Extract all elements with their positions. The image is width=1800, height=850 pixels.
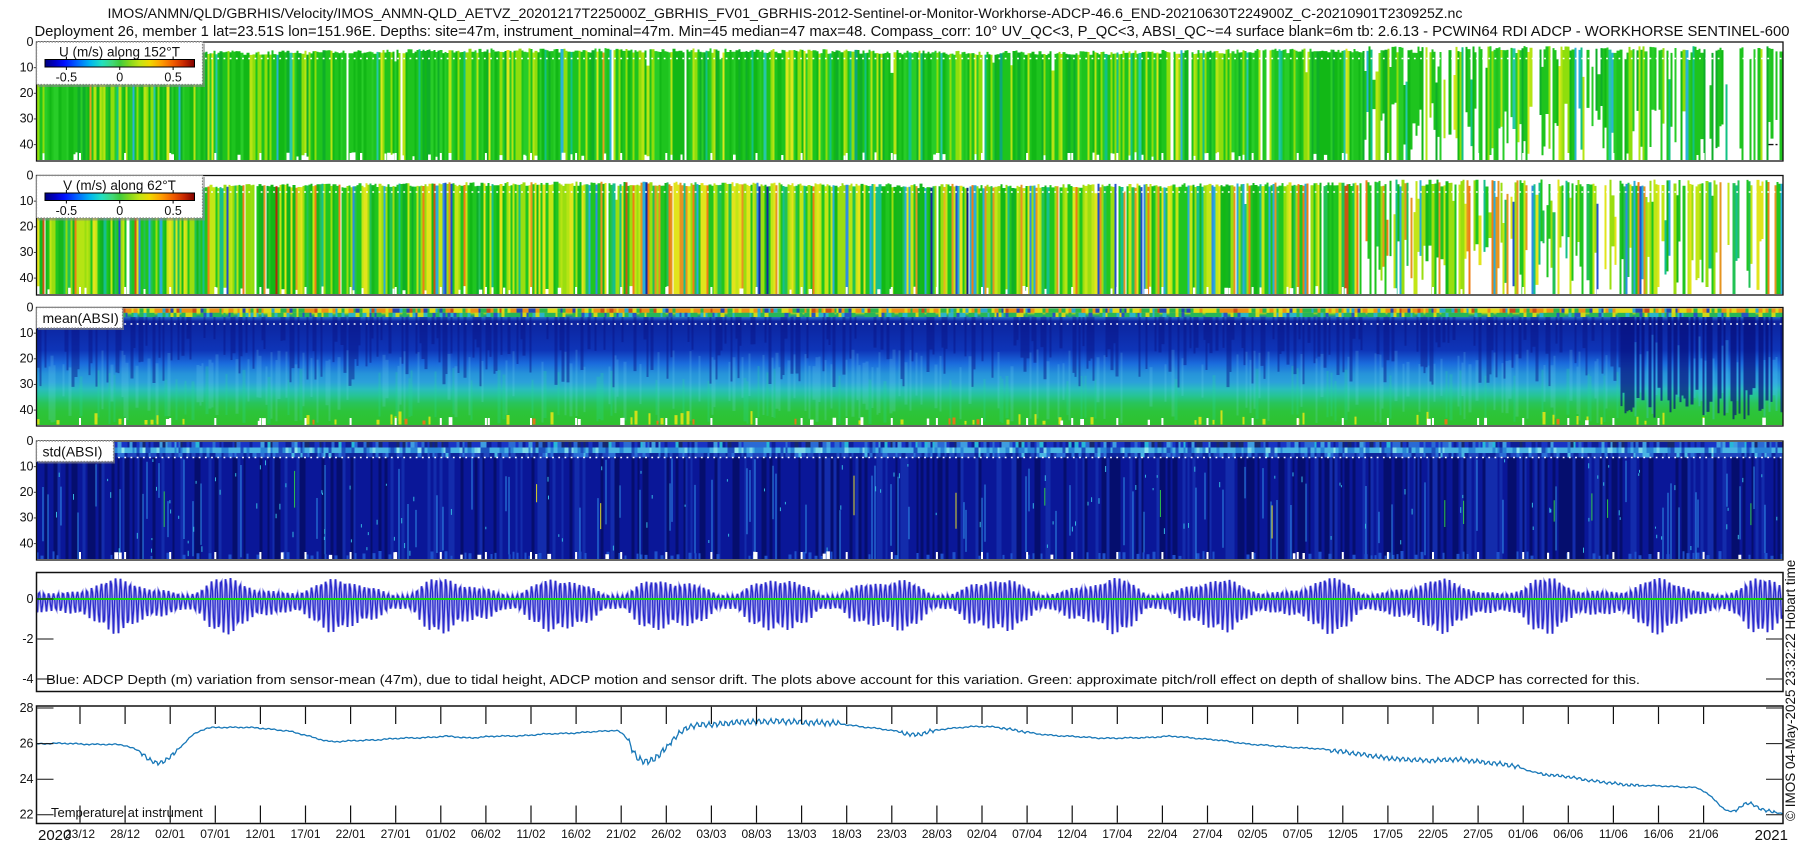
svg-text:21/06: 21/06 [1689,827,1719,841]
svg-text:23/12: 23/12 [65,827,95,841]
svg-text:03/03: 03/03 [696,827,726,841]
svg-text:27/05: 27/05 [1463,827,1493,841]
svg-text:40: 40 [20,536,34,550]
svg-text:18/03: 18/03 [832,827,862,841]
svg-text:2021: 2021 [1755,827,1788,844]
svg-text:12/01: 12/01 [245,827,275,841]
svg-text:01/06: 01/06 [1508,827,1538,841]
svg-text:20: 20 [20,352,34,366]
svg-text:07/04: 07/04 [1012,827,1042,841]
svg-text:02/04: 02/04 [967,827,997,841]
svg-text:-2: -2 [22,632,33,646]
svg-text:40: 40 [20,137,34,151]
svg-text:20: 20 [20,86,34,100]
svg-text:© IMOS 04-May-2025 23:32:22 Ho: © IMOS 04-May-2025 23:32:22 Hobart time [1783,560,1798,821]
svg-text:07/01: 07/01 [200,827,230,841]
svg-text:std(ABSI): std(ABSI) [43,444,103,460]
svg-text:22/01: 22/01 [336,827,366,841]
svg-text:Temperature at instrument: Temperature at instrument [51,805,203,820]
svg-text:07/05: 07/05 [1283,827,1313,841]
svg-text:0: 0 [27,592,34,606]
svg-text:30: 30 [20,112,34,126]
svg-text:21/02: 21/02 [606,827,636,841]
svg-text:02/01: 02/01 [155,827,185,841]
svg-text:30: 30 [20,377,34,391]
svg-text:26/02: 26/02 [651,827,681,841]
svg-text:mean(ABSI): mean(ABSI) [43,310,119,326]
svg-text:11/02: 11/02 [516,827,545,841]
svg-text:V (m/s) along 62°T: V (m/s) along 62°T [63,178,176,193]
svg-text:28: 28 [20,701,34,715]
svg-text:27/01: 27/01 [381,827,411,841]
svg-text:0: 0 [116,204,123,218]
svg-text:20: 20 [20,485,34,499]
svg-text:28/03: 28/03 [922,827,952,841]
svg-text:12/04: 12/04 [1057,827,1087,841]
svg-text:06/06: 06/06 [1553,827,1583,841]
svg-text:17/05: 17/05 [1373,827,1403,841]
svg-text:01/02: 01/02 [426,827,456,841]
svg-text:U (m/s) along 152°T: U (m/s) along 152°T [59,45,180,60]
svg-text:28/12: 28/12 [110,827,140,841]
svg-text:30: 30 [20,245,34,259]
svg-text:23/03: 23/03 [877,827,907,841]
svg-text:17/01: 17/01 [290,827,320,841]
svg-text:0: 0 [27,168,34,182]
svg-text:16/02: 16/02 [561,827,591,841]
svg-text:-4: -4 [22,672,33,686]
svg-text:-0.5: -0.5 [56,204,78,218]
svg-text:27/04: 27/04 [1192,827,1222,841]
svg-text:08/03: 08/03 [741,827,771,841]
svg-text:0: 0 [27,300,34,314]
svg-text:0.5: 0.5 [164,204,181,218]
svg-text:0: 0 [27,434,34,448]
svg-text:IMOS/ANMN/QLD/GBRHIS/Velocity/: IMOS/ANMN/QLD/GBRHIS/Velocity/IMOS_ANMN-… [108,6,1463,21]
svg-text:06/02: 06/02 [471,827,501,841]
svg-text:Blue: ADCP Depth (m) variation: Blue: ADCP Depth (m) variation from sens… [46,672,1640,687]
svg-text:40: 40 [20,271,34,285]
svg-text:40: 40 [20,403,34,417]
svg-text:24: 24 [20,772,34,786]
svg-text:26: 26 [20,736,34,750]
svg-text:0: 0 [116,71,123,85]
svg-text:10: 10 [20,326,34,340]
svg-text:02/05: 02/05 [1238,827,1268,841]
svg-text:13/03: 13/03 [787,827,817,841]
svg-text:22: 22 [20,808,34,822]
svg-text:10: 10 [20,194,34,208]
svg-text:20: 20 [20,220,34,234]
svg-text:10: 10 [20,60,34,74]
svg-text:16/06: 16/06 [1643,827,1673,841]
svg-text:-0.5: -0.5 [56,71,78,85]
svg-text:11/06: 11/06 [1599,827,1628,841]
svg-text:22/04: 22/04 [1147,827,1177,841]
svg-text:17/04: 17/04 [1102,827,1132,841]
svg-text:0: 0 [27,35,34,49]
svg-text:0.5: 0.5 [164,71,181,85]
svg-text:12/05: 12/05 [1328,827,1358,841]
svg-text:22/05: 22/05 [1418,827,1448,841]
svg-text:2020: 2020 [38,827,71,844]
svg-text:10: 10 [20,459,34,473]
svg-text:Deployment 26, member 1 lat=23: Deployment 26, member 1 lat=23.51S lon=1… [35,24,1790,40]
svg-text:30: 30 [20,511,34,525]
